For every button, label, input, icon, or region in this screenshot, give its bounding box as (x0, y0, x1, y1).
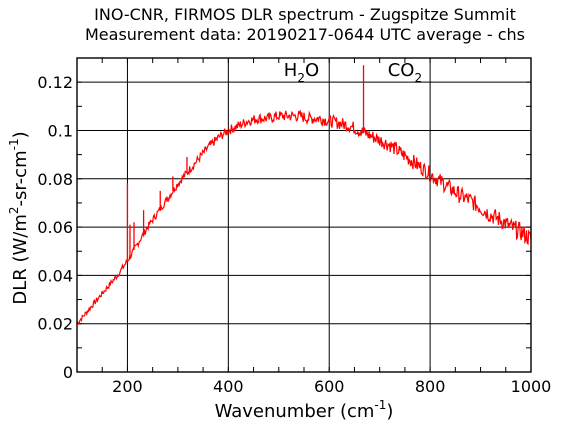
y-axis-label-part-3: -1 (7, 138, 21, 150)
y-axis-label-part-1: 2 (7, 206, 21, 214)
molecule-label-tail: O (305, 60, 319, 81)
plot-frame (76, 57, 532, 373)
chart-title: INO-CNR, FIRMOS DLR spectrum - Zugspitze… (94, 5, 516, 24)
molecule-label-main: CO (388, 60, 415, 81)
y-tick-label: 0.1 (48, 121, 73, 140)
chart-subtitle: Measurement data: 20190217-0644 UTC aver… (85, 25, 525, 44)
molecule-label-sub: 2 (414, 71, 422, 85)
grid-lines (77, 58, 531, 372)
y-tick-label: 0.06 (37, 218, 73, 237)
y-tick-label: 0.08 (37, 170, 73, 189)
x-tick-label: 200 (112, 377, 143, 396)
y-tick-label: 0 (63, 363, 73, 382)
x-axis-label: Wavenumber (cm-1) (215, 398, 394, 422)
molecule-label: CO2 (388, 60, 422, 85)
x-tick-label: 1000 (511, 377, 552, 396)
y-tick-label: 0.02 (37, 315, 73, 334)
y-tick-label: 0.04 (37, 266, 73, 285)
annotations: H2O CO2 (284, 60, 422, 85)
x-tick-label: 400 (213, 377, 244, 396)
x-axis-label-sup: -1 (374, 398, 386, 412)
x-axis-label-end: ) (386, 401, 393, 422)
x-tick-label: 800 (415, 377, 446, 396)
y-tick-label: 0.12 (37, 73, 73, 92)
y-axis-label: DLR (W/m2-sr-cm-1) (7, 131, 31, 304)
y-axis-label-part-2: -sr-cm (10, 150, 31, 206)
series-line (76, 109, 532, 326)
y-axis-label-part-0: DLR (W/m (10, 214, 31, 305)
y-axis-label-part-4: ) (10, 131, 31, 138)
molecule-label: H2O (284, 60, 319, 85)
axis-ticks (76, 57, 532, 373)
series-layer (76, 65, 532, 326)
x-tick-label: 600 (314, 377, 345, 396)
molecule-label-sub: 2 (297, 71, 305, 85)
molecule-label-main: H (284, 60, 298, 81)
tick-labels: 200 400 600 800 1000 0 0.02 0.04 0.06 0.08 0.1 0.12 (37, 73, 551, 396)
x-axis-label-main: Wavenumber (cm (215, 401, 375, 422)
